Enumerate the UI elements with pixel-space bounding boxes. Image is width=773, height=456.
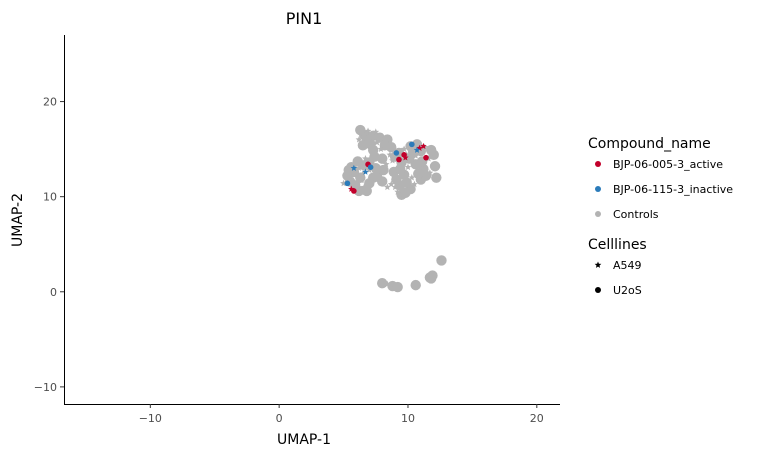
y-axis-label: UMAP-2 [10, 193, 26, 247]
data-point [370, 162, 381, 174]
data-point [436, 255, 447, 266]
data-point [386, 151, 394, 158]
legend-label: U2oS [613, 284, 642, 297]
data-point [392, 281, 403, 293]
data-point [362, 168, 369, 175]
data-point [424, 272, 436, 283]
data-point [431, 172, 442, 183]
data-point [410, 279, 421, 291]
legend-key [595, 211, 601, 217]
series-bjp-06-005-3-active [348, 142, 429, 194]
data-point [396, 156, 402, 163]
x-tick-label: 20 [530, 412, 544, 425]
series-bjp-06-115-3-inactive [344, 141, 421, 187]
legend-key [594, 261, 602, 268]
data-point [377, 145, 385, 153]
legend-title: Compound_name [588, 136, 711, 152]
data-point [357, 140, 369, 151]
data-point [404, 163, 412, 171]
data-point [350, 164, 358, 171]
data-point [377, 153, 388, 164]
data-point [383, 183, 391, 191]
data-point [372, 128, 380, 135]
legend-label: A549 [613, 259, 642, 272]
legend-label: BJP-06-005-3_active [613, 158, 723, 171]
x-tick-label: 10 [401, 412, 415, 425]
plot-area [340, 124, 447, 293]
data-point [394, 188, 402, 195]
data-point [413, 168, 424, 180]
data-point [352, 156, 363, 167]
legend-key [595, 186, 601, 192]
series-controls [340, 124, 447, 293]
data-point [367, 164, 374, 170]
y-tick-label: 0 [50, 286, 57, 299]
data-point [409, 141, 415, 148]
data-point [361, 185, 372, 197]
legend: Compound_name BJP-06-005-3_active BJP-06-1… [588, 136, 733, 297]
data-point [426, 169, 434, 176]
data-point [411, 180, 418, 188]
data-point [377, 278, 388, 289]
data-point [355, 172, 366, 183]
data-point [386, 142, 397, 153]
data-point [362, 155, 369, 162]
data-point [355, 124, 366, 136]
data-point [423, 154, 429, 161]
x-tick-label: −10 [139, 412, 162, 425]
data-point [386, 281, 394, 289]
y-tick-label: −10 [34, 381, 57, 394]
x-axis-ticks: −10 0 10 20 [139, 404, 544, 425]
data-point [389, 156, 396, 164]
data-point [402, 154, 409, 161]
legend-label: Controls [613, 208, 659, 221]
x-tick-label: 0 [276, 412, 283, 425]
y-axis-ticks: −10 0 10 20 [34, 96, 64, 394]
data-point [387, 180, 395, 188]
legend-key [595, 287, 601, 293]
data-point [367, 144, 379, 156]
legend-title: Celllines [588, 237, 647, 253]
data-point [344, 180, 351, 187]
data-point [413, 146, 421, 153]
data-point [351, 188, 357, 194]
y-tick-label: 10 [43, 191, 57, 204]
data-point [393, 150, 400, 156]
x-axis-label: UMAP-1 [277, 432, 331, 448]
data-point [429, 161, 441, 172]
chart-title: PIN1 [286, 9, 323, 28]
legend-label: BJP-06-115-3_inactive [613, 183, 733, 196]
y-tick-label: 20 [43, 96, 57, 109]
data-point [408, 174, 416, 181]
data-point [425, 144, 437, 156]
data-point [355, 164, 363, 172]
legend-key [595, 161, 601, 167]
